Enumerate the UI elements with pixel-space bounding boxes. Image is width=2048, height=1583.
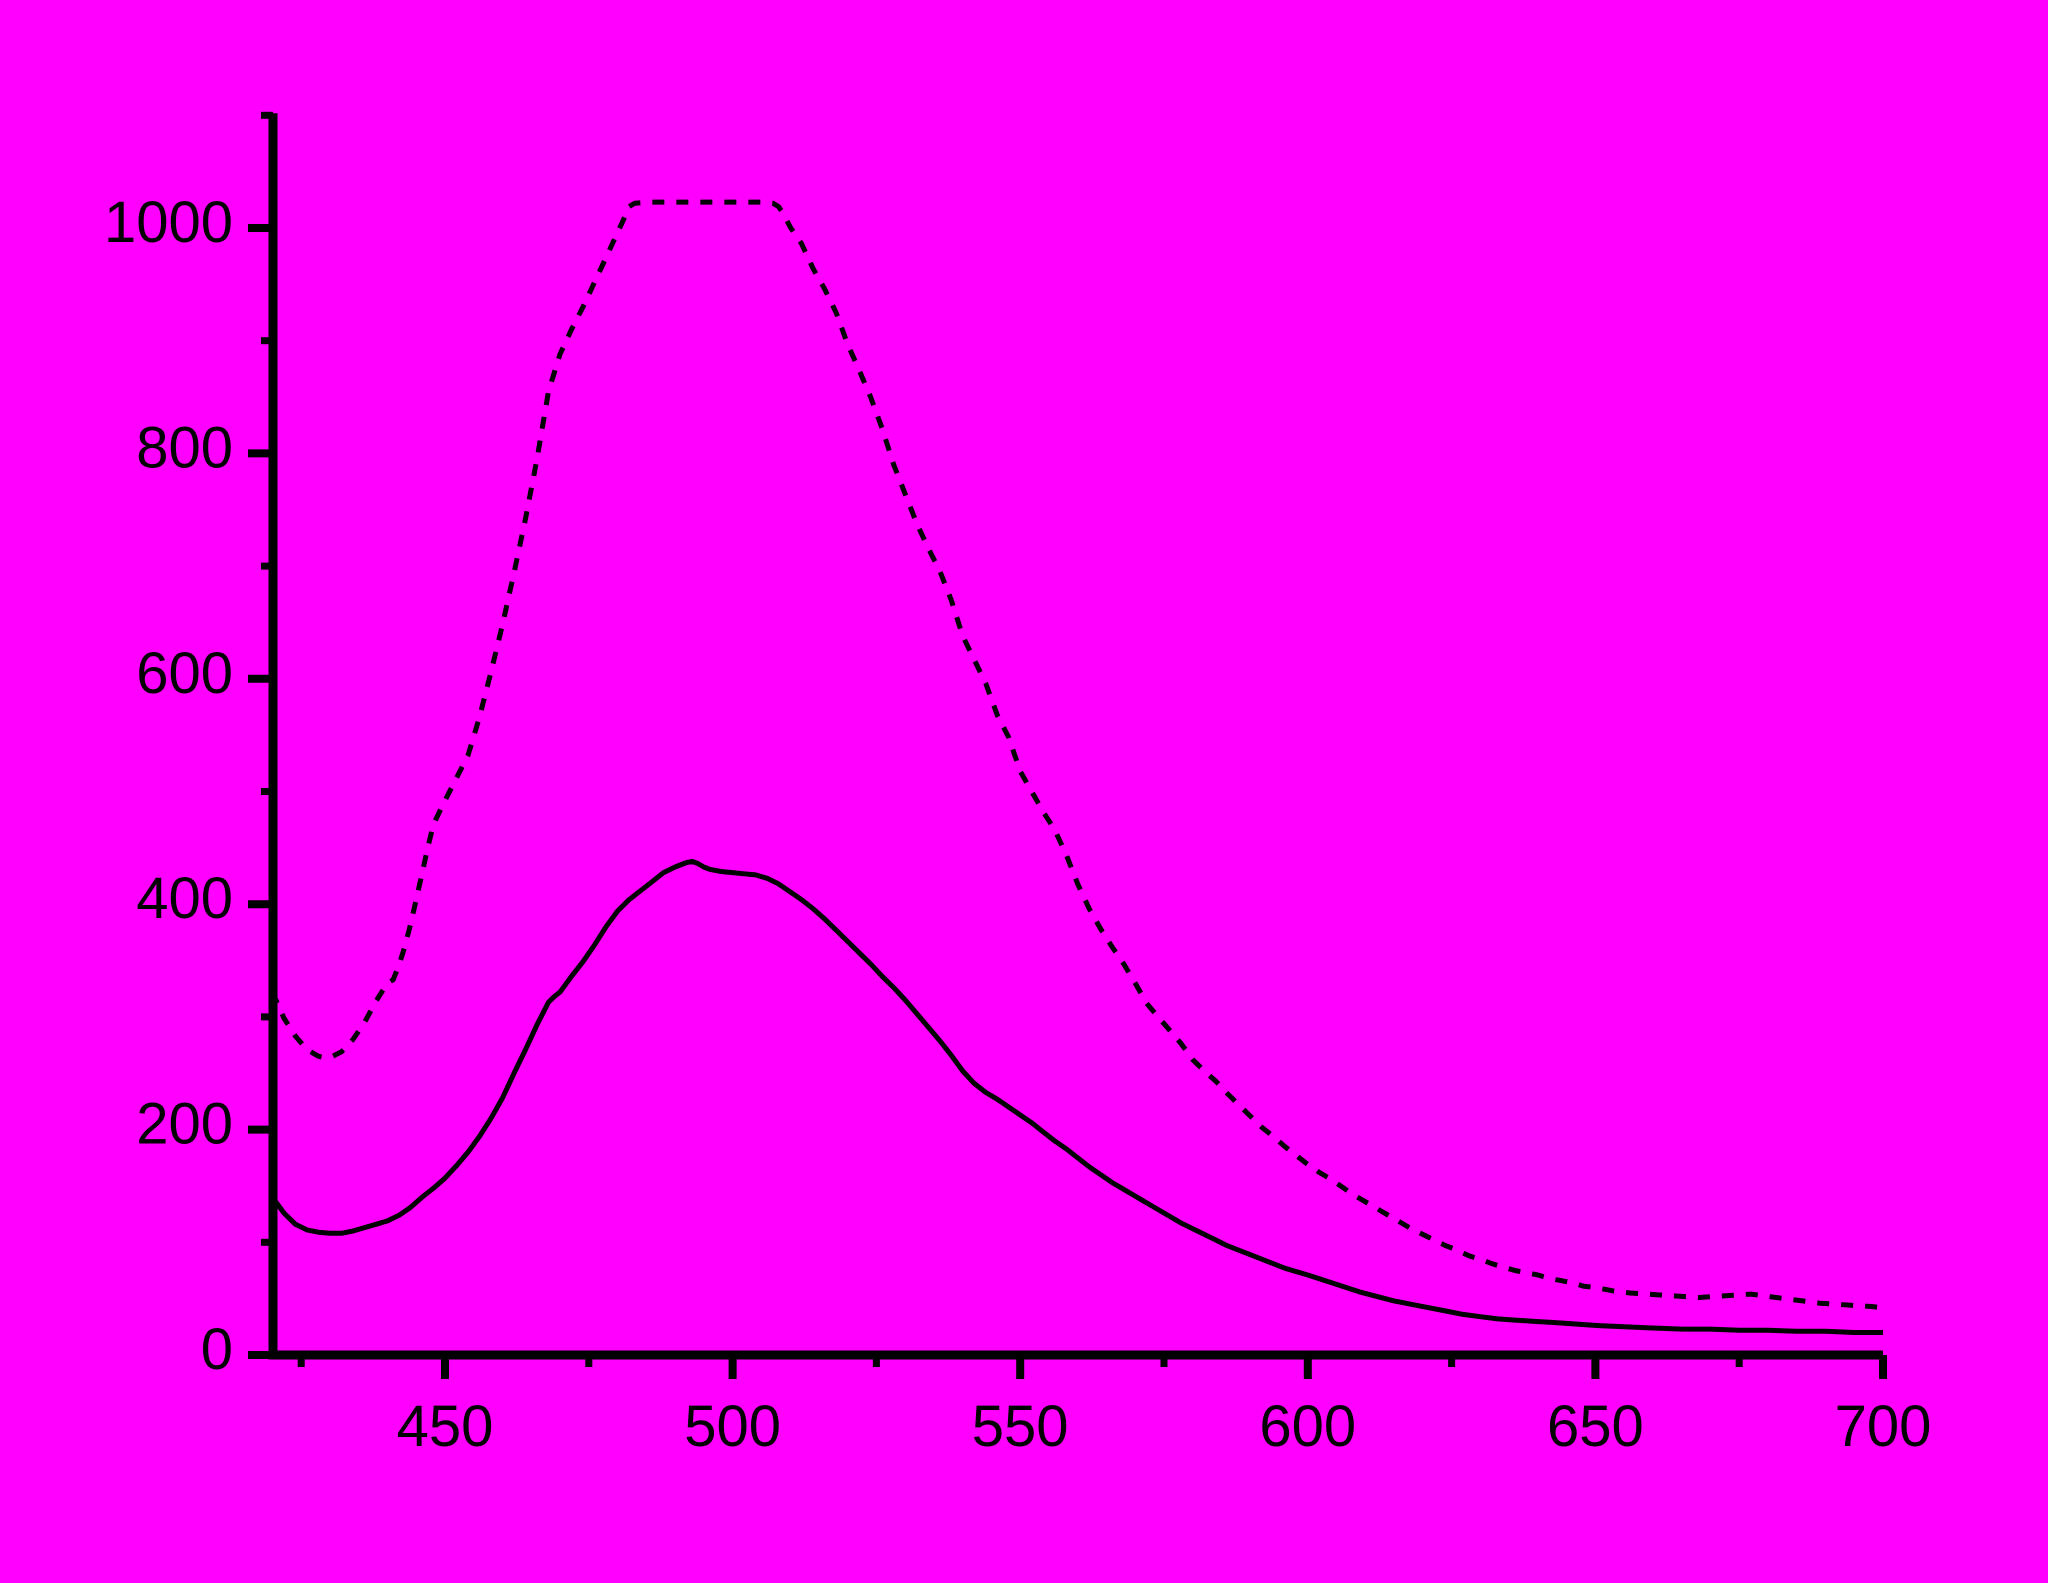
x-axis-tick-label: 700 (1835, 1394, 1932, 1459)
y-axis-tick-label: 1000 (104, 190, 233, 255)
x-axis-tick-label: 550 (972, 1394, 1069, 1459)
x-axis-tick-label: 450 (397, 1394, 494, 1459)
x-axis-tick-label: 650 (1547, 1394, 1644, 1459)
dashed-spectrum-line (270, 199, 1884, 1311)
y-axis-tick-label: 0 (201, 1317, 233, 1382)
x-axis-tick-label: 600 (1259, 1394, 1356, 1459)
x-axis-tick-label: 500 (684, 1394, 781, 1459)
solid-spectrum-line (270, 858, 1883, 1335)
y-axis-tick-label: 400 (136, 866, 233, 931)
y-axis-tick-label: 600 (136, 641, 233, 706)
y-axis-tick-label: 800 (136, 415, 233, 480)
y-axis-tick-label: 200 (136, 1092, 233, 1157)
